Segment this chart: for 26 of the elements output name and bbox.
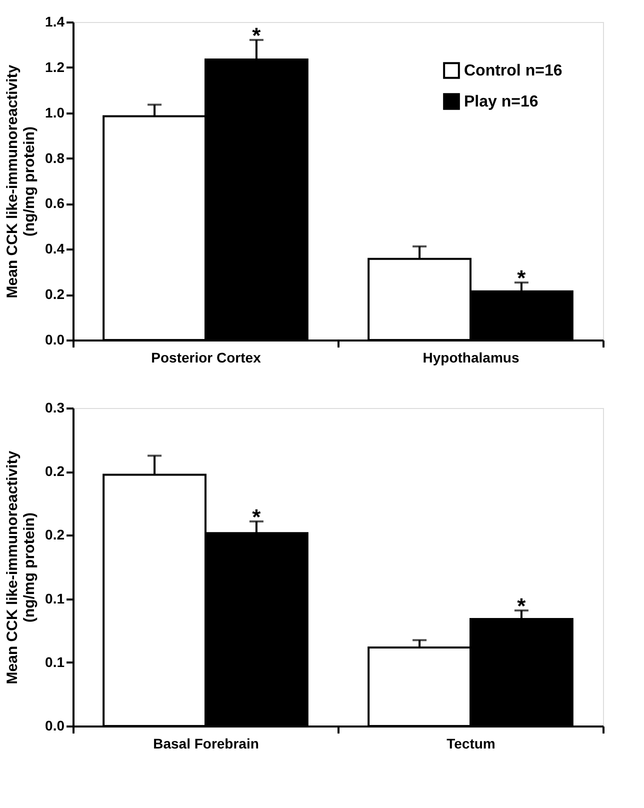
y-tick-label: 0.2 (45, 286, 65, 302)
y-tick-label: 0.1 (45, 654, 65, 670)
y-tick-label: 0.4 (45, 240, 65, 257)
x-tick-label: Posterior Cortex (151, 350, 262, 366)
y-tick-label: 0.2 (45, 463, 65, 480)
y-tick-label: 1.4 (45, 14, 65, 30)
x-tick-label: Basal Forebrain (153, 736, 259, 752)
y-tick-label: 0.0 (45, 332, 65, 348)
y-tick-label: 0.6 (45, 195, 65, 212)
y-tick-label: 1.0 (45, 104, 65, 120)
annotation: * (252, 22, 262, 48)
y-tick-label: 0.0 (45, 718, 65, 734)
annotation: * (252, 504, 262, 530)
y-tick-label: 0.1 (45, 590, 65, 606)
legend-label: Control n=16 (464, 62, 562, 80)
y-axis-title: Mean CCK like-immunoreactivity (ng/mg protein) (4, 64, 38, 298)
x-tick-label: Hypothalamus (422, 350, 520, 366)
y-axis-title: Mean CCK like-immunoreactivity (ng/mg protein) (4, 450, 38, 684)
y-tick-label: 0.2 (45, 526, 65, 543)
y-tick-label: 0.3 (45, 400, 65, 416)
x-tick-label: Tectum (446, 736, 496, 752)
y-tick-label: 0.8 (45, 150, 65, 166)
legend-label: Play n=16 (464, 94, 538, 110)
y-tick-label: 1.2 (45, 58, 65, 75)
annotation: * (517, 593, 526, 618)
annotation: * (517, 266, 526, 291)
